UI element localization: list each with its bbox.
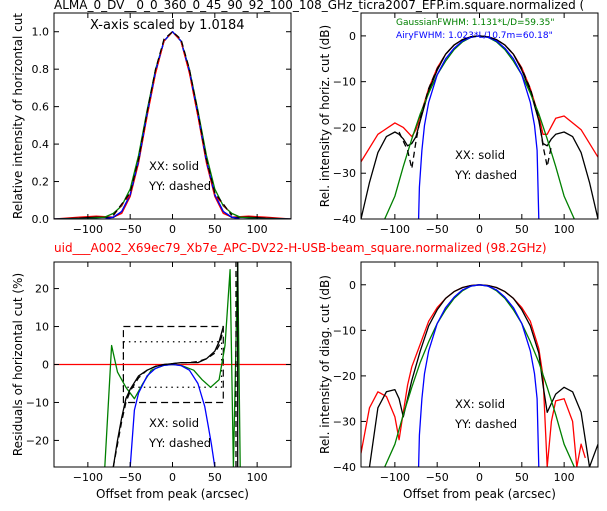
- figure-title-top: ALMA_0_DV__0_0_360_0_45_90_92_100_108_GH…: [54, 0, 584, 12]
- plot-area: [54, 262, 291, 467]
- y-axis-label: Rel. intensity of horiz. cut (dB): [318, 25, 332, 207]
- y-tick-label: 0.2: [32, 176, 50, 189]
- y-tick-label: 20: [35, 283, 49, 296]
- x-tick-label: −50: [426, 223, 449, 236]
- x-tick-label: −100: [380, 471, 410, 484]
- x-tick-label: −100: [380, 223, 410, 236]
- y-tick-label: 0: [349, 279, 356, 292]
- y-tick-label: 10: [35, 321, 49, 334]
- y-tick-label: −10: [333, 324, 356, 337]
- legend-entry-2: YY: dashed: [148, 436, 211, 450]
- series-line-5: [112, 330, 224, 467]
- series-line-1: [361, 35, 598, 163]
- y-tick-label: 0: [349, 30, 356, 43]
- x-tick-label: 100: [247, 223, 268, 236]
- x-tick-label: 0: [169, 223, 176, 236]
- y-tick-label: −40: [333, 461, 356, 474]
- legend-entry-1: XX: solid: [455, 397, 505, 411]
- series-line-4: [112, 326, 224, 467]
- x-tick-label: 0: [476, 471, 483, 484]
- plot-area: [361, 35, 598, 219]
- fwhm-annotation-2: AiryFWHM: 1.023*L/10.7m=60.18": [396, 31, 553, 41]
- legend-entry-2: YY: dashed: [454, 168, 517, 182]
- x-tick-label: 100: [247, 471, 268, 484]
- y-tick-label: 0.6: [32, 101, 50, 114]
- y-axis-label: Relative intensity of horizontal cut: [11, 13, 25, 219]
- x-axis-label: Offset from peak (arcsec): [96, 487, 249, 501]
- series-line-4: [417, 284, 540, 467]
- fwhm-annotation-1: GaussianFWHM: 1.131*L/D=59.35": [396, 18, 554, 28]
- legend-entry-1: XX: solid: [149, 416, 199, 430]
- series-line-1: [361, 284, 586, 467]
- legend-entry-2: YY: dashed: [454, 417, 517, 431]
- y-tick-label: 0.0: [32, 213, 50, 226]
- chart-panel-1: −100 −50 0 50 100 0.0 0.2 0.4 0.6 0.8 1.0 Relative …: [11, 12, 292, 236]
- series-line-2: [368, 284, 598, 467]
- legend-entry-2: YY: dashed: [148, 179, 211, 193]
- x-tick-label: 0: [169, 471, 176, 484]
- y-tick-label: −30: [333, 415, 356, 428]
- series-line-4: [417, 35, 540, 219]
- series-line-4: [54, 31, 291, 219]
- y-tick-label: 0.8: [32, 63, 50, 76]
- plot-area: [361, 284, 598, 467]
- figure-title-middle: uid___A002_X69ec79_Xb7e_APC-DV22-H-USB-b…: [54, 241, 547, 255]
- series-line-6: [112, 31, 233, 216]
- y-tick-label: −20: [26, 434, 49, 447]
- y-tick-label: 0: [42, 359, 49, 372]
- y-tick-label: −10: [26, 396, 49, 409]
- y-tick-label: 0.4: [32, 138, 50, 151]
- x-tick-label: 0: [476, 223, 483, 236]
- plot-area: [54, 31, 291, 219]
- x-tick-label: −100: [73, 471, 103, 484]
- x-tick-label: 50: [208, 223, 222, 236]
- y-tick-label: 1.0: [32, 26, 50, 39]
- y-axis-label: Residuals of horizontal cut (%): [11, 273, 25, 456]
- xaxis-scaled-note: X-axis scaled by 1.0184: [90, 18, 245, 33]
- chart-panels: −100 −50 0 50 1000.00.20.40.60.81.0Relative …: [11, 12, 599, 501]
- y-tick-label: −10: [333, 76, 356, 89]
- x-tick-label: −50: [119, 223, 142, 236]
- x-tick-label: −50: [426, 471, 449, 484]
- x-axis-label: Offset from peak (arcsec): [403, 487, 556, 501]
- y-axis-label: Rel. intensity of diag. cut (dB): [318, 275, 332, 454]
- y-tick-label: −30: [333, 167, 356, 180]
- x-tick-label: 50: [515, 471, 529, 484]
- series-line-3: [384, 35, 575, 219]
- x-tick-label: −100: [73, 223, 103, 236]
- y-tick-label: −20: [333, 370, 356, 383]
- x-tick-label: 50: [208, 471, 222, 484]
- x-tick-label: 100: [554, 223, 575, 236]
- y-tick-label: −20: [333, 121, 356, 134]
- legend-entry-1: XX: solid: [149, 159, 199, 173]
- x-tick-label: 100: [554, 471, 575, 484]
- series-line-5: [398, 35, 553, 170]
- x-tick-label: 50: [515, 223, 529, 236]
- legend-entry-1: XX: solid: [455, 148, 505, 162]
- y-tick-label: −40: [333, 213, 356, 226]
- x-tick-label: −50: [119, 471, 142, 484]
- series-line-3: [129, 363, 216, 467]
